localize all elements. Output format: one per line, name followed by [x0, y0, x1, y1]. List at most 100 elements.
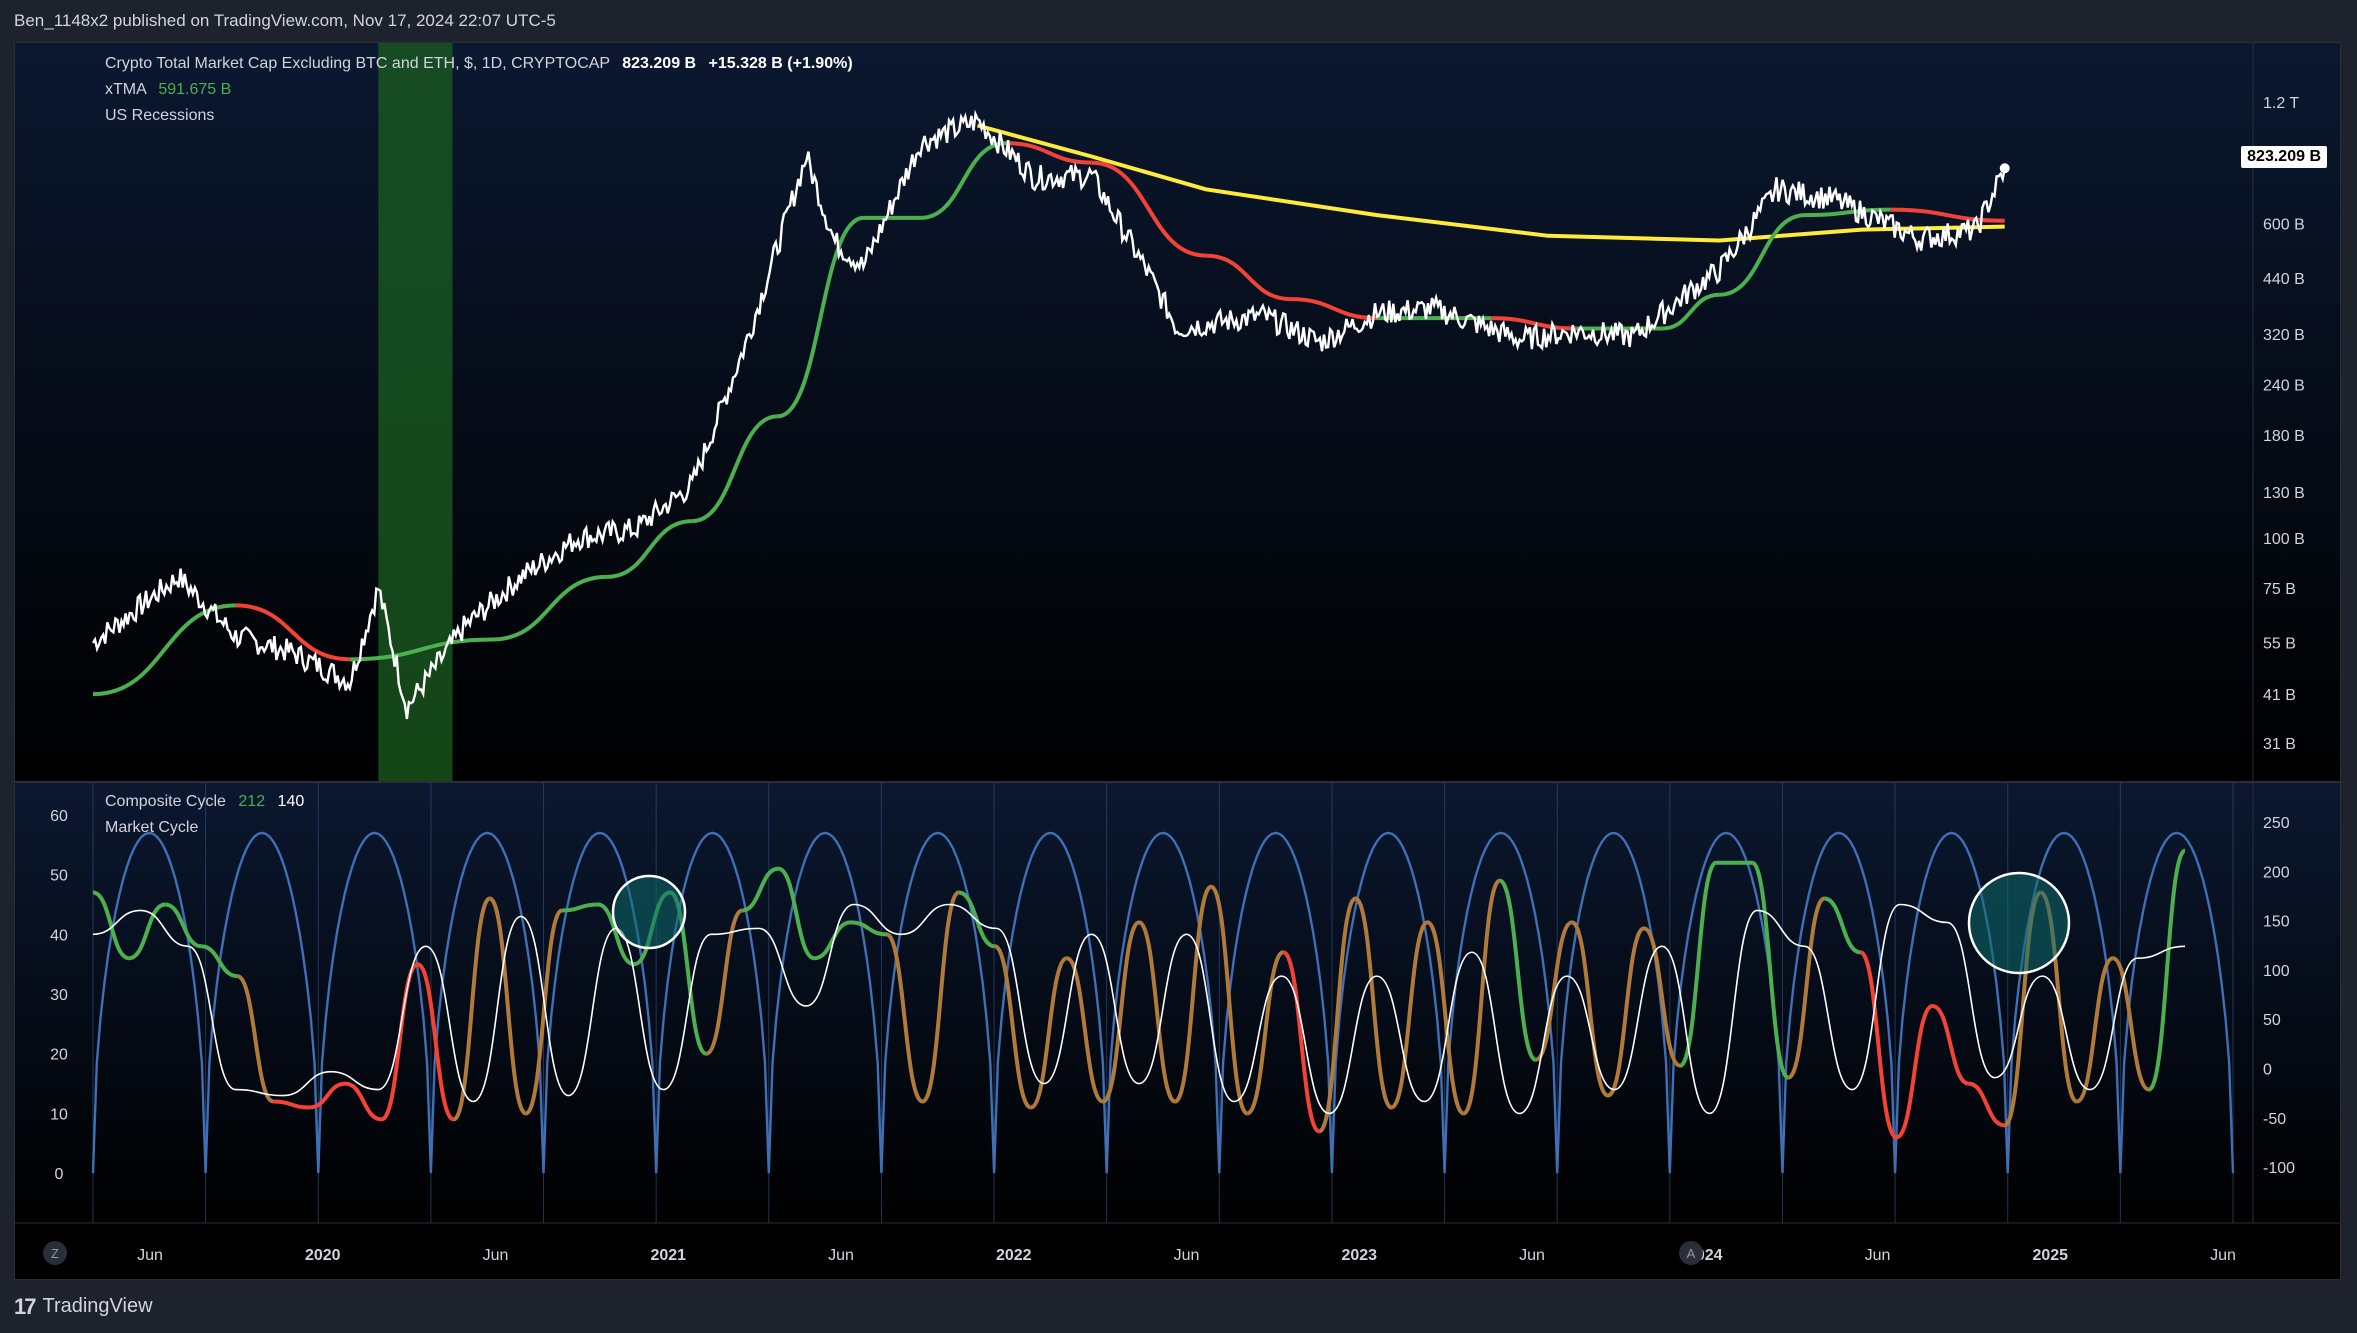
composite-segment — [885, 932, 924, 1104]
price-axis-tick: 320 B — [2263, 327, 2305, 344]
time-axis-tick: Jun — [2210, 1247, 2236, 1264]
price-axis-tick: 41 B — [2263, 687, 2296, 704]
composite-cycle-value2: 140 — [277, 793, 305, 810]
composite-segment — [1101, 920, 1141, 1104]
xtma-line — [92, 141, 2005, 697]
composite-segment — [1461, 878, 1502, 1116]
price-axis-tick: 440 B — [2263, 271, 2305, 288]
osc-left-axis-tick: 60 — [50, 808, 68, 825]
composite-segment — [1498, 878, 1537, 1062]
market-cycle-legend-row[interactable]: Market Cycle — [105, 815, 304, 841]
composite-cycle-value1: 212 — [238, 793, 266, 810]
composite-segment — [921, 890, 960, 1104]
composite-segment — [1643, 926, 1681, 1068]
osc-right-axis-tick: 250 — [2263, 815, 2290, 832]
composite-segment — [1317, 896, 1358, 1134]
composite-segment — [1606, 926, 1645, 1098]
composite-segment — [2111, 956, 2150, 1092]
xtma-name: xTMA — [105, 81, 146, 98]
change-value: +15.328 B (+1.90%) — [708, 55, 853, 72]
composite-segment — [561, 902, 598, 913]
xtma-segment — [1890, 207, 2005, 223]
composite-segment — [273, 1099, 310, 1110]
composite-segment — [345, 1081, 382, 1122]
publish-header: Ben_1148x2 published on TradingView.com,… — [0, 0, 2357, 42]
last-value: 823.209 B — [622, 55, 697, 72]
composite-segment — [2075, 956, 2114, 1104]
xtma-legend-row[interactable]: xTMA 591.675 B — [105, 77, 853, 103]
composite-segment — [1968, 1081, 2006, 1128]
oscillator-pane-legend: Composite Cycle 212 140 Market Cycle — [105, 789, 304, 841]
composite-segment — [200, 944, 238, 979]
composite-segment — [309, 1081, 346, 1110]
osc-left-axis-tick: 50 — [50, 868, 68, 885]
time-axis-tick: 2022 — [996, 1247, 1032, 1264]
publish-info-text: Ben_1148x2 published on TradingView.com,… — [14, 11, 556, 30]
price-axis-tick: 1.2 T — [2263, 95, 2299, 112]
osc-left-axis-tick: 20 — [50, 1047, 68, 1064]
composite-segment — [1029, 956, 1068, 1110]
right-axis-auto-button[interactable]: A — [1679, 1241, 1703, 1265]
tradingview-logo-icon[interactable]: 17 — [14, 1293, 37, 1319]
xtma-segment — [1804, 207, 1891, 218]
xtma-segment — [235, 603, 350, 662]
osc-left-axis-tick: 30 — [50, 987, 68, 1004]
time-axis-tick: 2020 — [305, 1247, 341, 1264]
composite-segment — [741, 866, 779, 913]
composite-segment — [777, 866, 816, 961]
composite-cycle-name: Composite Cycle — [105, 793, 226, 810]
xtma-segment — [1491, 316, 1577, 331]
osc-right-axis-tick: 150 — [2263, 914, 2290, 931]
symbol-title: Crypto Total Market Cap Excluding BTC an… — [105, 55, 610, 72]
xtma-value: 591.675 B — [158, 81, 232, 98]
composite-segment — [1354, 896, 1393, 1110]
recessions-legend-row[interactable]: US Recessions — [105, 103, 853, 129]
osc-right-axis-tick: 50 — [2263, 1012, 2281, 1029]
composite-segment — [452, 896, 491, 1122]
xtma-segment — [691, 414, 779, 524]
composite-segment — [1137, 920, 1177, 1104]
composite-segment — [524, 908, 564, 1116]
symbol-legend-row[interactable]: Crypto Total Market Cap Excluding BTC an… — [105, 51, 853, 77]
composite-segment — [1678, 860, 1718, 1068]
composite-segment — [850, 920, 887, 937]
yellow-ma-line — [976, 123, 2005, 243]
composite-segment — [1173, 884, 1214, 1104]
xtma-segment — [1719, 213, 1806, 297]
price-axis-tick: 130 B — [2263, 485, 2305, 502]
price-axis-tick: 180 B — [2263, 428, 2305, 445]
composite-segment — [1390, 920, 1429, 1110]
brand-name[interactable]: TradingView — [42, 1295, 153, 1317]
time-axis-tick: Jun — [1865, 1247, 1891, 1264]
composite-segment — [128, 902, 166, 961]
composite-segment — [1823, 896, 1861, 955]
composite-segment — [1065, 956, 1104, 1104]
recessions-name: US Recessions — [105, 107, 215, 124]
left-axis-button[interactable]: Z — [43, 1241, 67, 1265]
composite-segment — [416, 962, 455, 1122]
composite-segment — [236, 974, 275, 1104]
time-axis-tick: Jun — [483, 1247, 509, 1264]
time-axis-tick: 2025 — [2032, 1247, 2068, 1264]
composite-segment — [487, 896, 528, 1116]
highlight-circle — [611, 874, 687, 950]
composite-segment — [597, 902, 635, 967]
composite-segment — [1209, 884, 1249, 1116]
composite-cycle-legend-row[interactable]: Composite Cycle 212 140 — [105, 789, 304, 815]
main-pane-background — [15, 43, 2340, 781]
price-axis-tick: 600 B — [2263, 217, 2305, 234]
composite-segment — [993, 944, 1032, 1110]
composite-segment — [1426, 920, 1465, 1116]
time-axis-background — [15, 1223, 2340, 1279]
osc-right-axis-tick: 0 — [2263, 1062, 2272, 1079]
osc-right-axis-tick: 100 — [2263, 963, 2290, 980]
blue-cycle-path — [91, 831, 2235, 1174]
us-recession-band — [378, 43, 453, 781]
xtma-segment — [1091, 160, 1206, 258]
time-axis-tick: Jun — [1519, 1247, 1545, 1264]
xtma-segment — [1205, 253, 1292, 302]
composite-segment — [164, 902, 202, 949]
composite-segment — [1859, 950, 1898, 1140]
